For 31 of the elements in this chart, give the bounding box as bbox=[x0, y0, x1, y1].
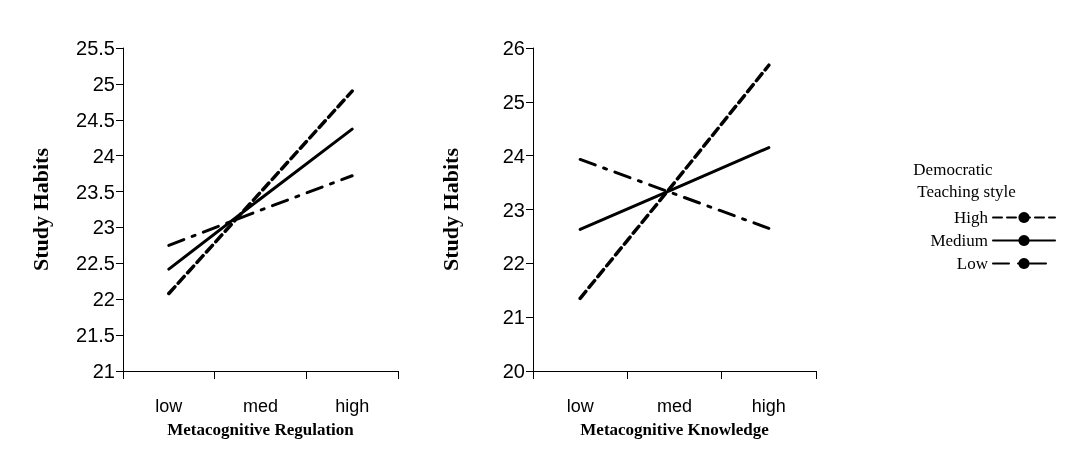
y-tick-label: 21 bbox=[502, 306, 525, 329]
x-tick-label: med bbox=[242, 396, 279, 416]
x-tick-label: med bbox=[656, 396, 693, 416]
y-tick-label: 22.5 bbox=[76, 252, 115, 275]
y-tick-label: 22 bbox=[92, 288, 115, 311]
y-tick-label: 24 bbox=[502, 144, 525, 167]
y-tick-label: 21 bbox=[92, 360, 115, 382]
y-tick-label: 23.5 bbox=[76, 180, 115, 203]
x-axis-title: Metacognitive Regulation bbox=[167, 420, 355, 439]
y-tick-label: 21.5 bbox=[76, 324, 115, 347]
x-tick-label: low bbox=[566, 396, 595, 416]
y-axis-title: Study Habits bbox=[437, 147, 463, 271]
x-tick-label: low bbox=[155, 396, 184, 416]
y-tick-label: 22 bbox=[502, 252, 525, 275]
y-tick-label: 26 bbox=[502, 37, 525, 59]
y-tick-label: 24.5 bbox=[76, 108, 115, 131]
y-tick-label: 23 bbox=[92, 216, 115, 239]
y-tick-label: 25 bbox=[92, 72, 115, 95]
legend-label: Low bbox=[956, 254, 989, 273]
y-axis-title: Study Habits bbox=[27, 147, 53, 271]
y-tick-label: 25 bbox=[502, 90, 525, 113]
y-tick-label: 20 bbox=[502, 360, 525, 382]
y-tick-label: 23 bbox=[502, 198, 525, 221]
x-axis-title: Metacognitive Knowledge bbox=[580, 420, 770, 439]
x-tick-label: high bbox=[751, 396, 786, 416]
y-tick-label: 24 bbox=[92, 144, 115, 167]
y-tick-label: 25.5 bbox=[76, 37, 115, 59]
x-tick-label: high bbox=[335, 396, 370, 416]
legend-title: Democratic Teaching style bbox=[913, 159, 1016, 201]
legend-label: Medium bbox=[930, 231, 988, 250]
legend-label: High bbox=[954, 208, 989, 227]
